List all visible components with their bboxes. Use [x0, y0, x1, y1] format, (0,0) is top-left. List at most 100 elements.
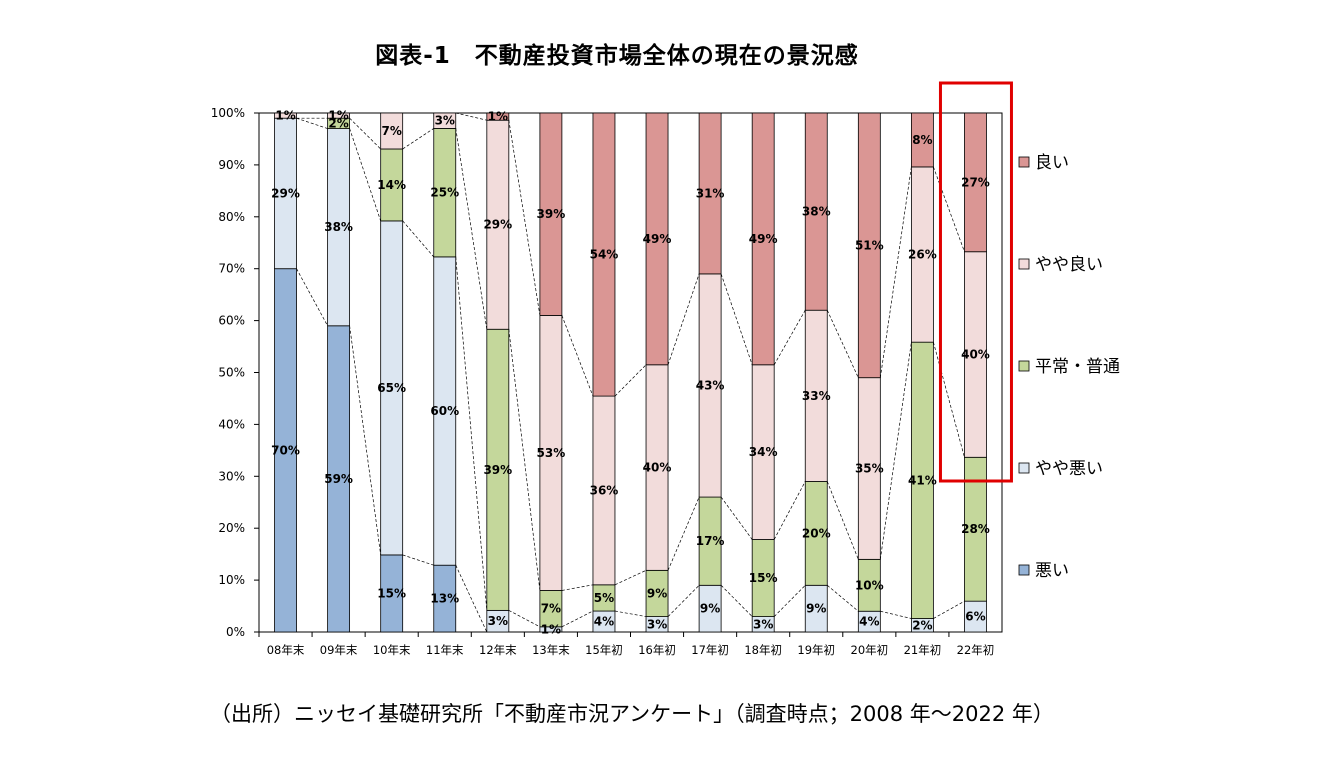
connector-line	[720, 585, 753, 617]
connector-line	[667, 273, 700, 365]
data-label: 29%	[271, 186, 300, 200]
data-label: 15%	[749, 571, 778, 585]
data-label: 1%	[328, 109, 348, 123]
x-tick-label: 18年初	[744, 643, 782, 657]
connector-line	[879, 342, 912, 560]
connector-line	[933, 600, 965, 619]
bar-segment-good	[592, 112, 616, 397]
data-label: 54%	[590, 248, 619, 262]
data-label: 28%	[961, 522, 990, 536]
bar-segment-good	[751, 112, 775, 366]
data-label: 36%	[590, 483, 619, 497]
bar-segment-good	[698, 112, 722, 275]
y-tick-label: 70%	[218, 262, 245, 276]
data-label: 7%	[541, 602, 561, 616]
connector-line	[455, 565, 488, 633]
x-tick-label: 10年末	[373, 643, 411, 657]
data-label: 38%	[802, 205, 831, 219]
y-tick-label: 50%	[218, 366, 245, 380]
connector-line	[455, 256, 488, 611]
data-label: 40%	[643, 461, 672, 475]
bar-segment-slightly_good	[433, 112, 457, 129]
y-tick-label: 10%	[218, 573, 245, 587]
connector-line	[826, 310, 859, 378]
y-tick-label: 100%	[211, 106, 245, 120]
x-tick-label: 19年初	[797, 643, 835, 657]
connector-line	[561, 610, 594, 628]
data-label: 27%	[961, 175, 990, 189]
connector-line	[614, 364, 647, 397]
connector-line	[508, 120, 541, 316]
chart-axes: 0% 10% 20% 30% 40% 50% 60% 70% 80% 90% 100% 08年末 09年…	[211, 106, 1003, 657]
connector-line	[455, 112, 487, 121]
data-label: 14%	[377, 178, 406, 192]
data-label: 49%	[643, 232, 672, 246]
data-label: 39%	[537, 207, 566, 221]
connector-line	[614, 570, 647, 586]
connector-line	[402, 220, 435, 258]
data-label: 9%	[806, 602, 826, 616]
data-label: 6%	[965, 610, 985, 624]
data-label: 3%	[753, 617, 773, 631]
connector-lines	[296, 112, 965, 633]
connector-line	[773, 481, 806, 540]
connector-line	[402, 128, 434, 150]
bar-segment-good	[804, 112, 828, 311]
highlight-rect	[938, 81, 1013, 483]
data-label: 7%	[381, 124, 401, 138]
bar-segment-slightly_good	[327, 112, 351, 119]
data-label: 65%	[377, 381, 406, 395]
x-tick-label: 12年末	[479, 643, 517, 657]
data-label: 38%	[324, 220, 353, 234]
connector-line	[879, 166, 912, 378]
data-label: 13%	[430, 592, 459, 606]
connector-line	[349, 128, 382, 222]
data-label: 3%	[647, 617, 667, 631]
y-tick-label: 40%	[218, 417, 245, 431]
connector-line	[880, 610, 912, 619]
y-tick-label: 60%	[218, 314, 245, 328]
connector-line	[296, 117, 328, 129]
data-label: 59%	[324, 472, 353, 486]
x-tick-label: 17年初	[691, 643, 729, 657]
data-label: 3%	[488, 614, 508, 628]
x-tick-label: 20年初	[851, 643, 889, 657]
data-label: 39%	[483, 463, 512, 477]
data-label: 70%	[271, 443, 300, 457]
data-label: 4%	[859, 615, 879, 629]
data-label: 29%	[483, 218, 512, 232]
legend-label-good: 良い	[1035, 153, 1069, 173]
data-label: 8%	[912, 133, 932, 147]
legend-label-bad: 悪い	[1035, 561, 1069, 581]
legend-label-slightly_good: やや良い	[1035, 255, 1103, 275]
legend-swatch-normal	[1018, 360, 1030, 372]
data-label: 34%	[749, 445, 778, 459]
connector-line	[349, 325, 382, 555]
connector-line	[720, 273, 753, 365]
y-tick-label: 0%	[226, 625, 245, 639]
legend-swatch-slightly_bad	[1018, 462, 1030, 474]
connector-line	[614, 610, 647, 617]
data-label: 17%	[696, 534, 725, 548]
connector-line	[561, 315, 594, 397]
connector-line	[826, 481, 859, 560]
data-labels: 70%29%1%59%38%2%1%15%65%14%7%13%60%25%3%…	[271, 109, 990, 637]
x-tick-label: 09年末	[320, 643, 358, 657]
data-label: 51%	[855, 238, 884, 252]
data-label: 2%	[912, 618, 932, 632]
connector-line	[933, 342, 965, 458]
data-label: 1%	[541, 622, 561, 636]
connector-line	[455, 128, 488, 330]
bar-segment-good	[539, 112, 563, 316]
data-label: 53%	[537, 446, 566, 460]
connector-line	[508, 610, 541, 628]
highlight-box	[938, 81, 1013, 483]
connector-line	[402, 554, 434, 566]
chart-title: 図表-1 不動産投資市場全体の現在の景況感	[375, 43, 859, 69]
legend-swatch-slightly_good	[1018, 258, 1030, 270]
legend-label-normal: 平常・普通	[1035, 357, 1120, 377]
connector-line	[561, 584, 594, 591]
y-tick-label: 80%	[218, 210, 245, 224]
